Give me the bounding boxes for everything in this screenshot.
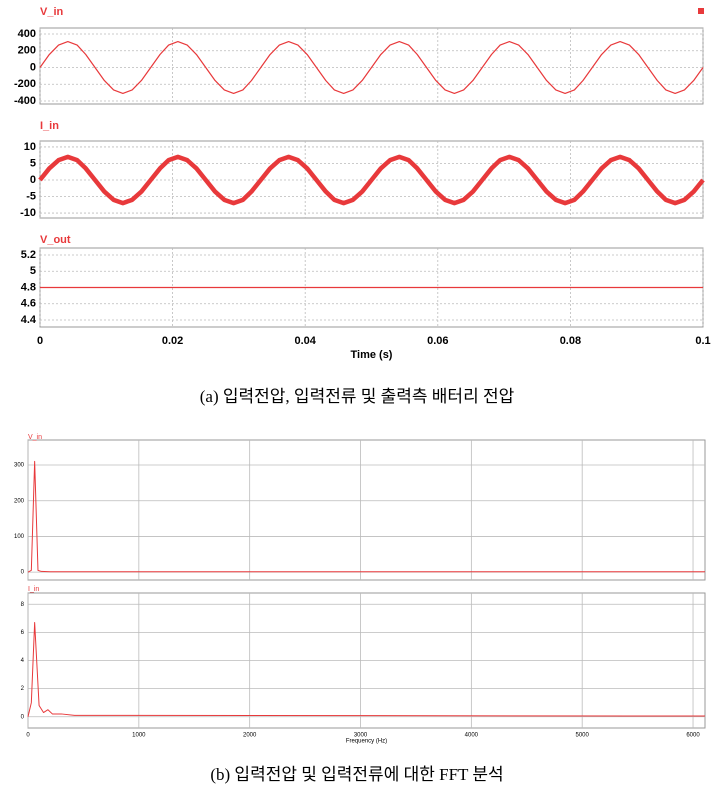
y-tick-label: 4.4 <box>21 314 37 326</box>
y-tick-label: 4.6 <box>21 298 36 310</box>
y-tick-label: 100 <box>14 534 25 540</box>
data-line <box>39 40 704 95</box>
x-tick-label: 0.06 <box>427 335 448 347</box>
y-tick-label: 6 <box>21 630 25 636</box>
y-tick-label: -5 <box>26 190 36 202</box>
y-tick-label: 300 <box>14 463 25 469</box>
y-tick-label: 4.8 <box>21 281 36 293</box>
x-tick-label: 0.08 <box>560 335 581 347</box>
panel-title: V_in <box>28 434 42 441</box>
y-tick-label: 200 <box>14 498 25 504</box>
x-tick-label: 3000 <box>354 733 368 739</box>
panel-title: I_in <box>28 586 39 593</box>
x-tick-label: 0.04 <box>294 335 316 347</box>
y-tick-label: 200 <box>18 45 36 57</box>
y-tick-label: 0 <box>30 61 36 73</box>
caption: (a) 입력전압, 입력전류 및 출력측 배터리 전압 <box>200 387 515 406</box>
y-tick-label: 5.2 <box>21 249 36 261</box>
y-tick-label: -400 <box>14 95 36 107</box>
x-tick-label: 0 <box>26 733 30 739</box>
y-tick-label: -10 <box>20 207 36 219</box>
x-tick-label: 4000 <box>465 733 479 739</box>
plot-area <box>27 439 706 581</box>
x-tick-label: 0 <box>37 335 43 347</box>
x-axis-label: Time (s) <box>351 349 393 361</box>
x-tick-label: 0.1 <box>695 335 710 347</box>
panel-title: V_in <box>40 6 64 18</box>
x-tick-label: 2000 <box>243 733 257 739</box>
y-tick-label: 2 <box>21 686 25 692</box>
data-line <box>38 154 705 206</box>
plot-area <box>39 27 704 105</box>
y-tick-label: 0 <box>21 714 25 720</box>
x-axis-label: Frequency (Hz) <box>346 739 387 745</box>
y-tick-label: 400 <box>18 28 36 40</box>
panel-title: I_in <box>40 120 59 132</box>
data-line <box>27 460 705 573</box>
y-tick-label: 5 <box>30 157 36 169</box>
y-tick-label: 0 <box>30 174 36 186</box>
x-tick-label: 6000 <box>686 733 700 739</box>
x-tick-label: 1000 <box>132 733 146 739</box>
marker-icon <box>698 8 704 14</box>
x-tick-label: 0.02 <box>162 335 183 347</box>
panel-title: V_out <box>40 234 71 246</box>
x-tick-label: 5000 <box>576 733 590 739</box>
y-tick-label: 4 <box>21 658 25 664</box>
y-tick-label: 10 <box>24 141 36 153</box>
y-tick-label: 8 <box>21 602 25 608</box>
y-tick-label: -200 <box>14 78 36 90</box>
y-tick-label: 5 <box>30 265 36 277</box>
caption: (b) 입력전압 및 입력전류에 대한 FFT 분석 <box>210 765 503 784</box>
y-tick-label: 0 <box>21 570 25 576</box>
data-line <box>27 622 706 717</box>
